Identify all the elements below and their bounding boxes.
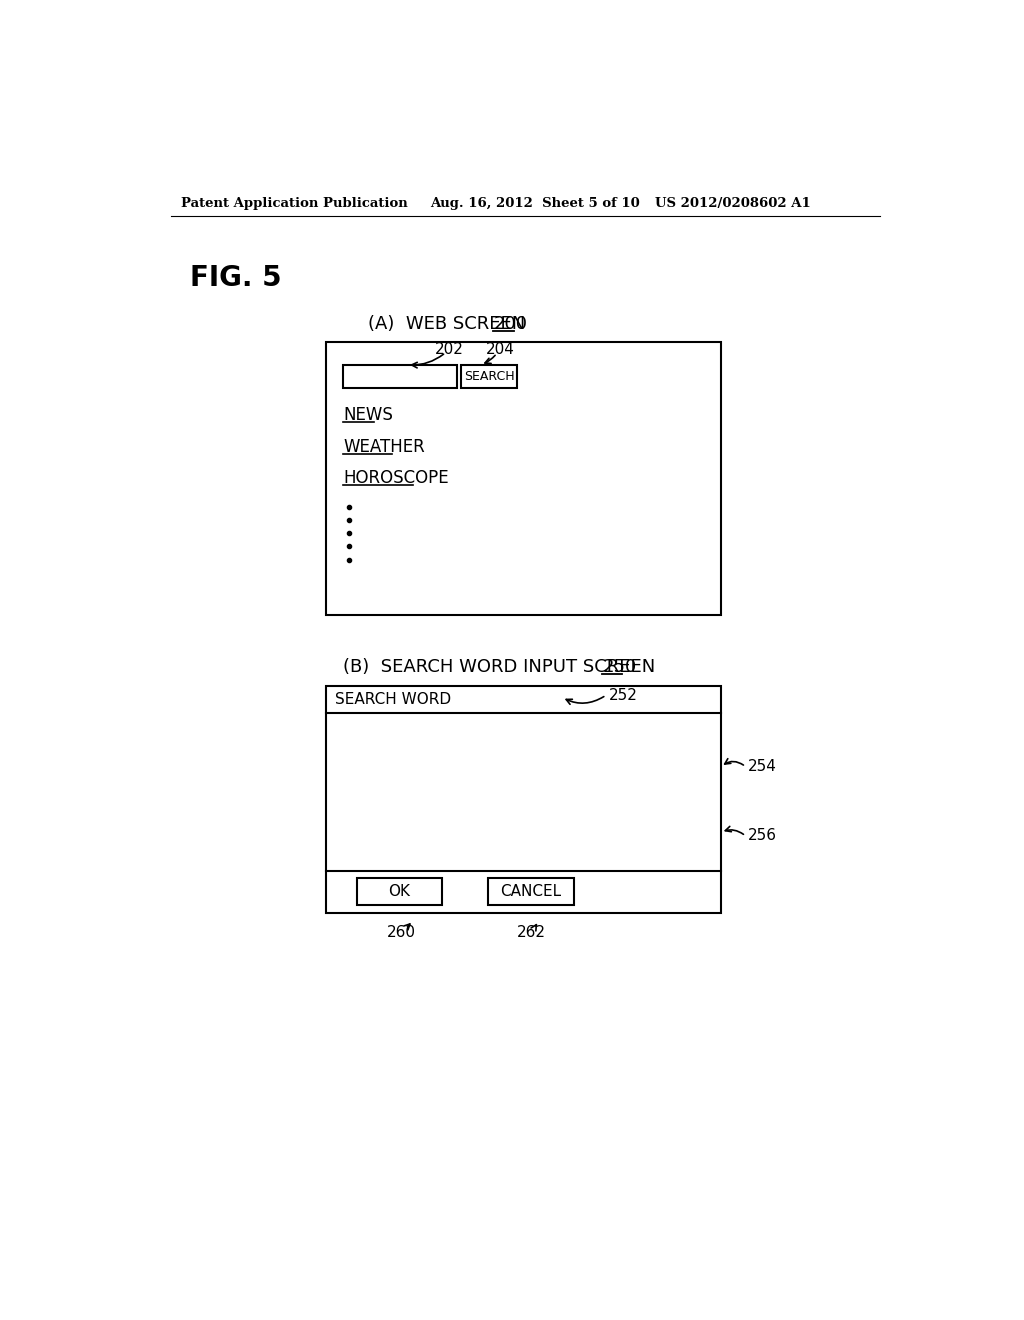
- Text: SEARCH: SEARCH: [464, 370, 514, 383]
- Text: NEWS: NEWS: [343, 405, 393, 424]
- Text: CANCEL: CANCEL: [501, 884, 561, 899]
- Text: OK: OK: [388, 884, 411, 899]
- Text: (B)  SEARCH WORD INPUT SCREEN: (B) SEARCH WORD INPUT SCREEN: [343, 657, 668, 676]
- Text: 262: 262: [516, 925, 546, 940]
- Text: Patent Application Publication: Patent Application Publication: [180, 197, 408, 210]
- Text: 250: 250: [602, 657, 637, 676]
- Text: 200: 200: [494, 315, 527, 333]
- Bar: [461, 364, 517, 388]
- Text: Aug. 16, 2012  Sheet 5 of 10: Aug. 16, 2012 Sheet 5 of 10: [430, 197, 640, 210]
- Text: 202: 202: [435, 342, 464, 356]
- Text: US 2012/0208602 A1: US 2012/0208602 A1: [655, 197, 811, 210]
- Bar: [326, 686, 721, 913]
- Text: SEARCH WORD: SEARCH WORD: [335, 692, 451, 706]
- Text: 260: 260: [387, 925, 416, 940]
- Text: (A)  WEB SCREEN: (A) WEB SCREEN: [369, 315, 531, 333]
- Text: 256: 256: [748, 829, 777, 843]
- Bar: [326, 342, 721, 615]
- Text: HOROSCOPE: HOROSCOPE: [343, 469, 450, 487]
- Bar: [356, 878, 442, 906]
- Text: 254: 254: [748, 759, 777, 775]
- Bar: [343, 364, 458, 388]
- Text: WEATHER: WEATHER: [343, 438, 425, 457]
- Text: 252: 252: [608, 688, 637, 702]
- Bar: [488, 878, 573, 906]
- Text: 204: 204: [485, 342, 514, 356]
- Text: FIG. 5: FIG. 5: [190, 264, 282, 292]
